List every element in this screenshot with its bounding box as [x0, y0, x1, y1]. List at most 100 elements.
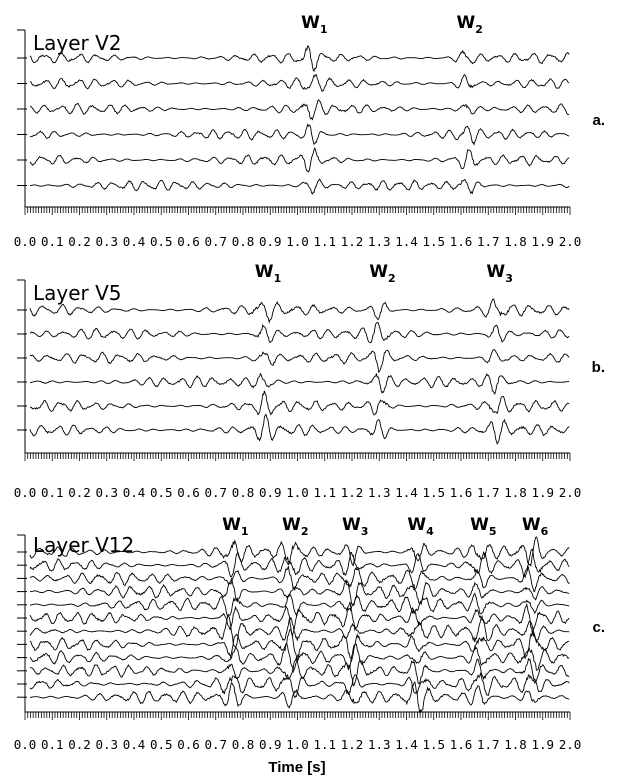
wave-label-subscript: 1: [241, 525, 249, 538]
panel-title: Layer V12: [33, 533, 134, 557]
panel-tag: a.: [592, 112, 605, 129]
x-tick-label: 1.0: [286, 234, 309, 249]
x-tick-label: 1.3: [368, 485, 391, 500]
x-tick-label: 0.0: [14, 485, 37, 500]
wave-label: W5: [470, 515, 496, 538]
x-tick-label: 0.3: [95, 737, 118, 752]
x-tick-label: 1.8: [504, 234, 527, 249]
x-tick-label: 1.4: [395, 737, 418, 752]
x-tick-label: 0.6: [177, 737, 200, 752]
seismic-trace: [29, 99, 570, 121]
wave-label-subscript: 3: [505, 272, 513, 285]
x-tick-label: 0.6: [177, 234, 200, 249]
x-tick-label: 0.3: [95, 485, 118, 500]
panel-tag: b.: [592, 359, 605, 376]
wave-label-subscript: 2: [301, 525, 309, 538]
wave-label: W2: [456, 13, 482, 36]
x-tick-label: 1.8: [504, 737, 527, 752]
x-tick-label: 0.2: [68, 485, 91, 500]
x-tick-label: 1.3: [368, 234, 391, 249]
x-tick-label: 1.6: [450, 737, 473, 752]
wave-label: W3: [486, 262, 512, 285]
x-tick-label: 1.9: [531, 234, 554, 249]
wave-label-subscript: 6: [541, 525, 549, 538]
x-tick-label: 2.0: [559, 234, 582, 249]
wave-label-subscript: 5: [489, 525, 497, 538]
wave-label: W1: [255, 262, 281, 285]
seismic-trace: [29, 45, 570, 73]
x-tick-label: 0.8: [232, 485, 255, 500]
seismic-trace: [29, 565, 570, 593]
panel-title: Layer V2: [33, 31, 122, 55]
seismic-trace: [29, 178, 570, 195]
x-tick-label: 1.9: [531, 737, 554, 752]
x-tick-label: 1.9: [531, 485, 554, 500]
panel-b: 0.0 0.1 0.2 0.3 0.4 0.5 0.6 0.7 0.8 0.9 1.0 1.1 1.2 1…: [14, 262, 605, 500]
wave-label-subscript: 1: [320, 23, 328, 36]
x-tick-label: 1.1: [313, 234, 336, 249]
x-tick-label: 1.6: [450, 485, 473, 500]
seismic-trace: [29, 577, 570, 606]
x-tick-label: 0.6: [177, 485, 200, 500]
x-tick-label: 0.7: [204, 485, 227, 500]
seismic-trace: [29, 123, 570, 146]
seismic-trace: [29, 681, 570, 714]
wave-label-subscript: 2: [475, 23, 483, 36]
x-tick-label: 0.7: [204, 737, 227, 752]
x-tick-label: 1.7: [477, 234, 500, 249]
x-tick-label: 1.2: [341, 485, 364, 500]
x-tick-label: 0.9: [259, 737, 282, 752]
seismic-trace: [29, 536, 570, 568]
wave-label: W3: [342, 515, 368, 538]
seismic-trace: [29, 657, 570, 686]
x-tick-label: 1.0: [286, 737, 309, 752]
x-tick-label: 0.4: [123, 737, 146, 752]
seismic-trace: [29, 73, 570, 93]
x-tick-label: 0.4: [123, 234, 146, 249]
seismic-trace: [29, 615, 570, 648]
seismic-trace: [29, 548, 570, 579]
x-tick-label: 1.5: [422, 485, 445, 500]
panel-tag: c.: [592, 619, 605, 636]
x-tick-label: 2.0: [559, 485, 582, 500]
x-tick-label: 1.2: [341, 737, 364, 752]
x-tick-label: 0.3: [95, 234, 118, 249]
x-tick-label: 2.0: [559, 737, 582, 752]
x-tick-label: 1.7: [477, 737, 500, 752]
x-tick-label: 0.9: [259, 234, 282, 249]
wave-label: W2: [282, 515, 308, 538]
seismic-trace: [29, 413, 570, 445]
x-tick-label: 1.6: [450, 234, 473, 249]
x-tick-label: 1.1: [313, 737, 336, 752]
x-tick-label: 1.0: [286, 485, 309, 500]
seismic-trace: [29, 322, 570, 344]
x-tick-label: 0.5: [150, 737, 173, 752]
seismic-trace: [29, 592, 570, 618]
x-tick-label: 0.8: [232, 737, 255, 752]
x-tick-label: 0.5: [150, 485, 173, 500]
wave-label-subscript: 4: [426, 525, 434, 538]
seismic-trace: [29, 146, 570, 173]
x-tick-label: 0.0: [14, 737, 37, 752]
wave-label: W1: [222, 515, 248, 538]
wave-label-subscript: 1: [274, 272, 282, 285]
wave-label: W1: [301, 13, 327, 36]
x-tick-label: 1.4: [395, 485, 418, 500]
x-tick-label: 0.8: [232, 234, 255, 249]
x-tick-label: 0.4: [123, 485, 146, 500]
panel-c: 0.0 0.1 0.2 0.3 0.4 0.5 0.6 0.7 0.8 0.9 1.0 1.1 1.2 1…: [14, 515, 605, 776]
x-tick-label: 1.1: [313, 485, 336, 500]
x-tick-label: 0.0: [14, 234, 37, 249]
wave-label-subscript: 3: [361, 525, 369, 538]
x-tick-label: 0.1: [41, 234, 64, 249]
x-tick-label: 1.5: [422, 737, 445, 752]
x-tick-label: 1.4: [395, 234, 418, 249]
seismic-trace: [29, 372, 570, 395]
seismic-trace: [29, 390, 570, 416]
x-tick-label: 0.7: [204, 234, 227, 249]
x-axis-label: Time [s]: [268, 759, 325, 776]
seismic-trace: [29, 628, 570, 663]
wave-label-subscript: 2: [388, 272, 396, 285]
panel-a: 0.0 0.1 0.2 0.3 0.4 0.5 0.6 0.7 0.8 0.9 1.0 1.1 1.2 1…: [14, 13, 605, 249]
